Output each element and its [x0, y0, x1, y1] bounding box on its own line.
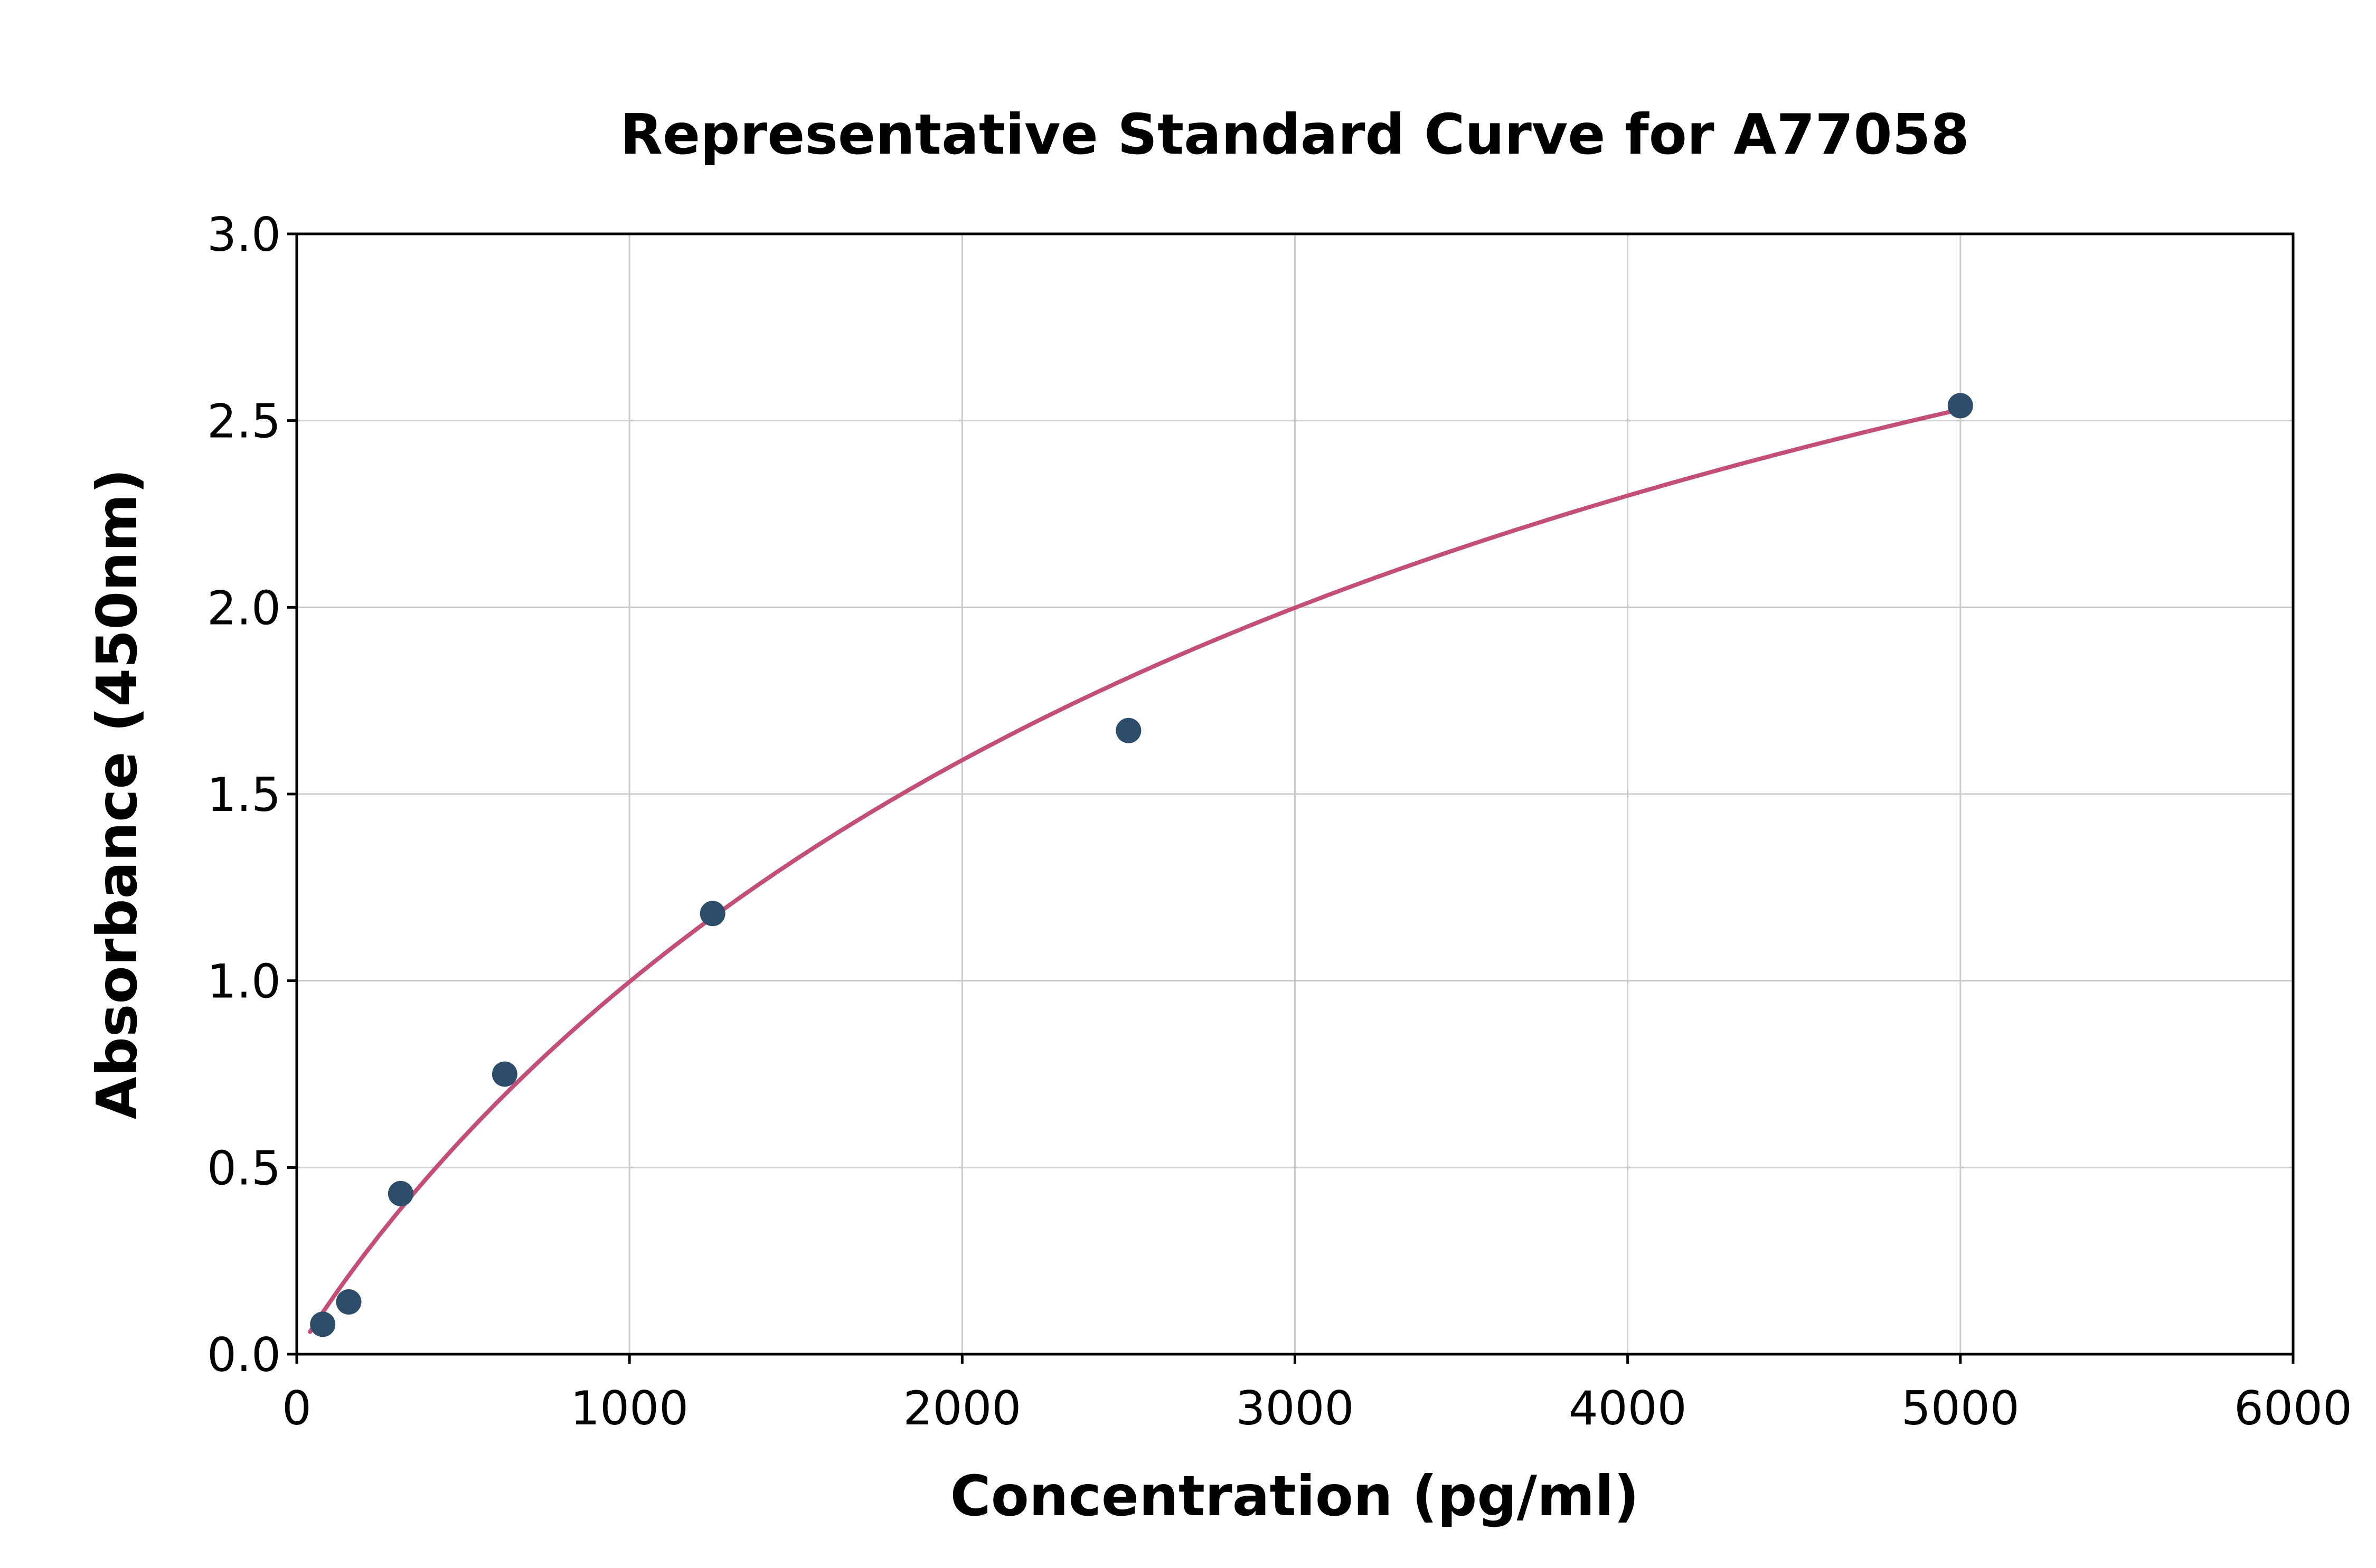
x-tick-label: 1000: [570, 1381, 689, 1435]
y-tick-label: 2.5: [207, 394, 281, 449]
y-tick-label: 3.0: [207, 207, 281, 262]
x-tick-label: 5000: [1901, 1381, 2020, 1435]
x-tick-label: 0: [282, 1381, 312, 1435]
y-tick-label: 1.0: [207, 955, 281, 1009]
x-tick-label: 2000: [903, 1381, 1021, 1435]
fit-curve-layer: [308, 407, 1963, 1334]
data-point: [1116, 717, 1142, 743]
data-point: [1947, 393, 1973, 419]
data-points-layer: [310, 393, 1973, 1337]
x-tick-label: 4000: [1569, 1381, 1687, 1435]
chart-title: Representative Standard Curve for A77058: [620, 102, 1969, 167]
fit-curve-line: [308, 407, 1963, 1334]
y-tick-label: 0.5: [207, 1141, 281, 1195]
y-tick-label: 1.5: [207, 768, 281, 822]
data-point: [492, 1061, 517, 1087]
x-tick-label: 3000: [1236, 1381, 1354, 1435]
y-tick-label: 2.0: [207, 581, 281, 635]
y-axis-label: Absorbance (450nm): [85, 469, 149, 1120]
ticks-layer: 0 1000 2000 3000 4000 5000 6000 0.0 0.5 1.0 1.5 2.0…: [207, 207, 2352, 1435]
data-point: [336, 1289, 362, 1315]
data-point: [700, 901, 725, 927]
y-tick-label: 0.0: [207, 1328, 281, 1382]
x-tick-label: 6000: [2234, 1381, 2352, 1435]
data-point: [310, 1311, 336, 1337]
data-point: [388, 1180, 413, 1206]
x-axis-label: Concentration (pg/ml): [950, 1464, 1639, 1528]
gridlines-layer: [296, 233, 2294, 1355]
